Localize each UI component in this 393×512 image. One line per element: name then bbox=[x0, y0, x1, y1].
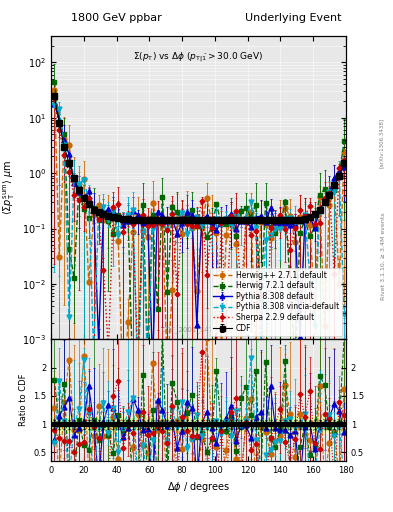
Bar bbox=[51, 418, 346, 430]
Legend: Herwig++ 2.7.1 default, Herwig 7.2.1 default, Pythia 8.308 default, Pythia 8.308: Herwig++ 2.7.1 default, Herwig 7.2.1 def… bbox=[210, 268, 342, 335]
Text: 1800 GeV ppbar: 1800 GeV ppbar bbox=[71, 13, 162, 23]
Text: Rivet 3.1.10, ≥ 3.4M events: Rivet 3.1.10, ≥ 3.4M events bbox=[381, 212, 386, 300]
X-axis label: $\Delta\phi$ / degrees: $\Delta\phi$ / degrees bbox=[167, 480, 230, 494]
Bar bbox=[51, 416, 346, 433]
Text: CDF_2001_S4751469: CDF_2001_S4751469 bbox=[161, 327, 236, 333]
Text: $\Sigma(p_\mathrm{T})$ vs $\Delta\phi$ ($p_{\mathrm{T}|\hat{1}} > 30.0$ GeV): $\Sigma(p_\mathrm{T})$ vs $\Delta\phi$ (… bbox=[134, 51, 263, 65]
Y-axis label: $\langle\Sigma p^\mathrm{sum}_\mathrm{T}\rangle$ $\mu$m: $\langle\Sigma p^\mathrm{sum}_\mathrm{T}… bbox=[1, 160, 17, 215]
Text: [arXiv:1306.3438]: [arXiv:1306.3438] bbox=[379, 118, 384, 168]
Y-axis label: Ratio to CDF: Ratio to CDF bbox=[18, 374, 28, 426]
Text: Underlying Event: Underlying Event bbox=[245, 13, 342, 23]
